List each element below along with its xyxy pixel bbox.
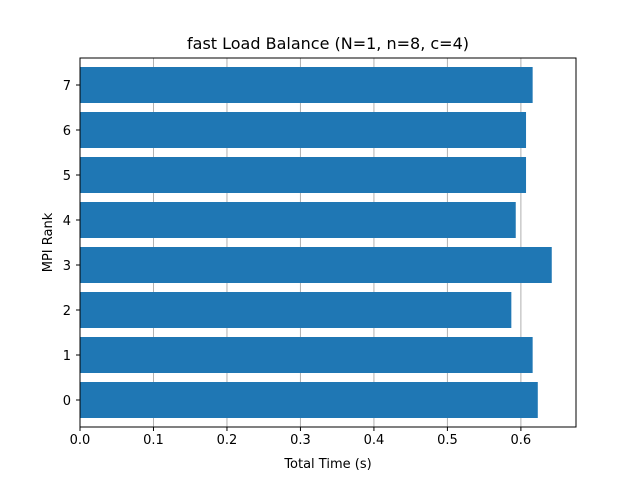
x-tick-label: 0.1 [143,433,164,448]
y-axis-ticks: 0 1 2 3 4 5 6 7 [63,79,80,409]
y-tick-label: 2 [63,304,71,319]
bars-layer [80,67,552,418]
bar-rank-7 [80,67,533,103]
y-axis-label: MPI Rank [41,212,56,272]
y-tick-label: 3 [63,259,71,274]
bar-rank-3 [80,247,552,283]
bar-rank-0 [80,382,538,418]
bar-rank-5 [80,157,527,193]
x-tick-label: 0.6 [511,433,532,448]
x-tick-label: 0.2 [217,433,238,448]
x-tick-label: 0.4 [364,433,385,448]
x-tick-label: 0.3 [290,433,311,448]
x-tick-label: 0.5 [437,433,458,448]
y-tick-label: 7 [63,79,71,94]
y-tick-label: 5 [63,169,71,184]
bar-rank-6 [80,112,527,148]
plot-frame [79,57,577,428]
y-tick-label: 4 [63,214,71,229]
bar-rank-4 [80,202,516,238]
x-axis-label: Total Time (s) [283,457,371,472]
x-tick-label: 0.0 [70,433,91,448]
chart-title: fast Load Balance (N=1, n=8, c=4) [187,34,469,53]
bar-rank-2 [80,292,512,328]
y-tick-label: 0 [63,394,71,409]
x-axis-ticks: 0.0 0.1 0.2 0.3 0.4 0.5 0.6 [70,427,532,448]
y-tick-label: 6 [63,124,71,139]
y-tick-label: 1 [63,349,71,364]
bar-rank-1 [80,337,533,373]
